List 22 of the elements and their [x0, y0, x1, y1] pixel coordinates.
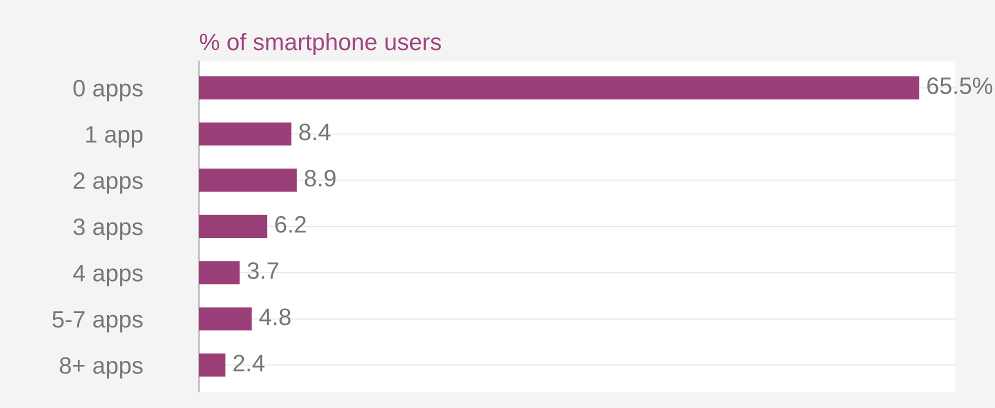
bar: [199, 354, 226, 377]
chart-title: % of smartphone users: [200, 32, 441, 55]
data-label: 3.7: [248, 262, 278, 279]
data-label: 4.8: [259, 308, 291, 326]
y-tick-label: 3 apps: [73, 218, 143, 240]
y-tick-label: 4 apps: [73, 264, 143, 286]
y-tick-label: 8+ apps: [60, 357, 143, 379]
y-tick-label: 1 app: [86, 126, 142, 148]
y-tick-label: 5-7 apps: [52, 311, 143, 332]
y-tick-label: 2 apps: [74, 172, 143, 194]
data-label: 2.4: [234, 354, 264, 372]
data-label: 6.2: [275, 216, 306, 233]
bar: [199, 214, 268, 238]
data-label: 65.5%: [927, 77, 992, 94]
bar: [199, 307, 252, 330]
data-label: 8.4: [299, 124, 330, 140]
data-label: 8.9: [304, 170, 336, 187]
bar: [199, 122, 292, 146]
bar: [199, 168, 297, 192]
y-tick-label: 0 apps: [73, 80, 143, 102]
bar: [199, 261, 240, 284]
bar: [199, 76, 920, 100]
